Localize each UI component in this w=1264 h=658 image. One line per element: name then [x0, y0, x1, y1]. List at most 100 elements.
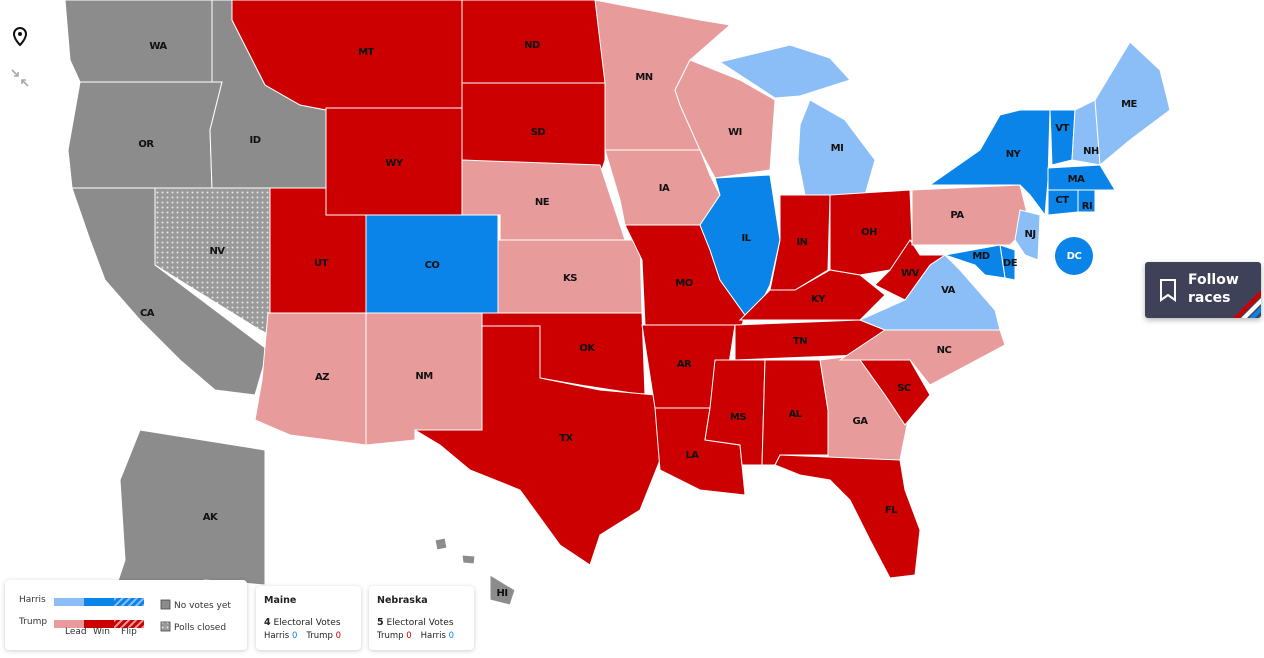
state-shape: [154, 187, 271, 336]
state-label: ME: [1121, 99, 1137, 110]
legend-column-label: Lead: [65, 627, 87, 637]
state-shape: [254, 312, 367, 446]
state-shape: [461, 82, 606, 176]
state-label: MS: [730, 412, 746, 423]
state-label: FL: [885, 505, 898, 516]
location-dot: [18, 32, 22, 36]
follow-graphic: [1160, 279, 1261, 318]
state-label: ID: [249, 135, 260, 146]
state-bubble: [1055, 237, 1093, 275]
state-label: MO: [675, 278, 692, 289]
state-label: WI: [728, 127, 742, 138]
state-label: MI: [831, 143, 844, 154]
card-title: Nebraska: [377, 595, 428, 606]
candidate-name: Trump: [306, 631, 333, 641]
state-label: OR: [138, 139, 154, 150]
state-label: AZ: [315, 372, 329, 383]
state-label: WY: [385, 158, 404, 169]
race-card: Maine 4 Electoral Votes Harris 0 Trump 0: [256, 586, 361, 650]
state-shape: [738, 269, 886, 321]
candidate-name: Harris: [420, 631, 446, 641]
state-label: AL: [788, 409, 802, 420]
status-label: No votes yet: [174, 601, 231, 611]
card-title: Maine: [264, 595, 297, 606]
state-shape: [874, 239, 947, 301]
legend-swatch: [84, 620, 114, 628]
state-label: SC: [897, 383, 911, 394]
state-shape: [1047, 164, 1116, 191]
state-shape: [928, 109, 1051, 217]
status-label: Polls closed: [174, 623, 226, 633]
state-label: IL: [741, 233, 751, 244]
follow-button[interactable]: Follow races: [1145, 262, 1261, 318]
state-label: VT: [1055, 123, 1069, 134]
state-label: OH: [861, 227, 877, 238]
bookmark-icon: [1160, 279, 1176, 302]
state-label: NJ: [1024, 229, 1035, 240]
state-label: LA: [685, 450, 699, 461]
votes-label: Electoral Votes: [273, 618, 341, 628]
toolbar: [11, 26, 29, 87]
state-shape: [413, 325, 661, 566]
state-label: CT: [1055, 195, 1069, 206]
votes-row: 4 Electoral Votes: [264, 617, 341, 628]
race-card: Nebraska 5 Electoral Votes Trump 0 Harris 0: [369, 586, 474, 650]
state-label: WV: [901, 268, 920, 279]
location-icon[interactable]: [12, 26, 28, 47]
legend-column-label: Win: [93, 627, 110, 637]
candidate-votes: 0: [335, 631, 341, 641]
state-shape: [64, 0, 213, 83]
state-shape: [911, 184, 1031, 246]
legend-row-label: Harris: [19, 595, 46, 605]
state-label: NM: [415, 371, 433, 382]
stripe: [1233, 290, 1261, 318]
votes: 4: [264, 617, 271, 628]
legend-swatch: [84, 598, 114, 606]
candidate-votes: 0: [448, 631, 454, 641]
collapse-icon[interactable]: [11, 69, 29, 87]
states: WA OR ID CA NV MT WY UT CO AZ NM ND SD NE KS OK TX MN IA MO…: [64, 0, 1171, 622]
state-shape: [67, 81, 223, 189]
votes-row: 5 Electoral Votes: [377, 617, 454, 628]
state-label: NH: [1083, 146, 1099, 157]
state-shape: [774, 454, 921, 579]
status-swatch: [160, 599, 171, 610]
candidate-votes: 0: [406, 631, 412, 641]
state-shape: [1077, 189, 1096, 213]
state-label: PA: [950, 210, 964, 221]
state-label: KY: [811, 294, 826, 305]
legend-swatch: [114, 620, 144, 628]
state-label: NC: [937, 345, 952, 356]
legend-swatch: [54, 620, 84, 628]
state-label: MA: [1068, 174, 1085, 185]
votes: 5: [377, 617, 384, 628]
state-label: AR: [677, 359, 692, 370]
legend-column-label: Flip: [121, 627, 137, 637]
candidate-votes: 0: [291, 631, 298, 641]
state-label: TN: [793, 336, 807, 347]
state-label: DC: [1067, 251, 1082, 262]
state-label: MD: [972, 251, 989, 262]
state-label: NE: [535, 197, 550, 208]
candidates: Harris 0 Trump 0: [264, 631, 350, 641]
state-label: ND: [524, 40, 540, 51]
state-label: SD: [531, 127, 546, 138]
state-label: TX: [559, 433, 573, 444]
state-shape: [1014, 209, 1041, 261]
state-label: MN: [635, 72, 652, 83]
state-label: KS: [563, 273, 577, 284]
state-label: WA: [149, 41, 167, 52]
legend-row-label: Trump: [18, 617, 47, 627]
status-swatch: [160, 621, 171, 632]
legend-swatch: [54, 598, 84, 606]
state-label: IA: [659, 183, 670, 194]
candidate-name: Harris: [264, 631, 290, 641]
state-label: CA: [140, 308, 155, 319]
legend-graphic: Harris Trump Lead Win Flip No votes yet Polls …: [18, 595, 231, 637]
state-label: GA: [853, 416, 869, 427]
legend: Harris Trump Lead Win Flip No votes yet Polls …: [5, 580, 247, 650]
state-label: VA: [941, 285, 956, 296]
state-label: NY: [1006, 149, 1022, 160]
